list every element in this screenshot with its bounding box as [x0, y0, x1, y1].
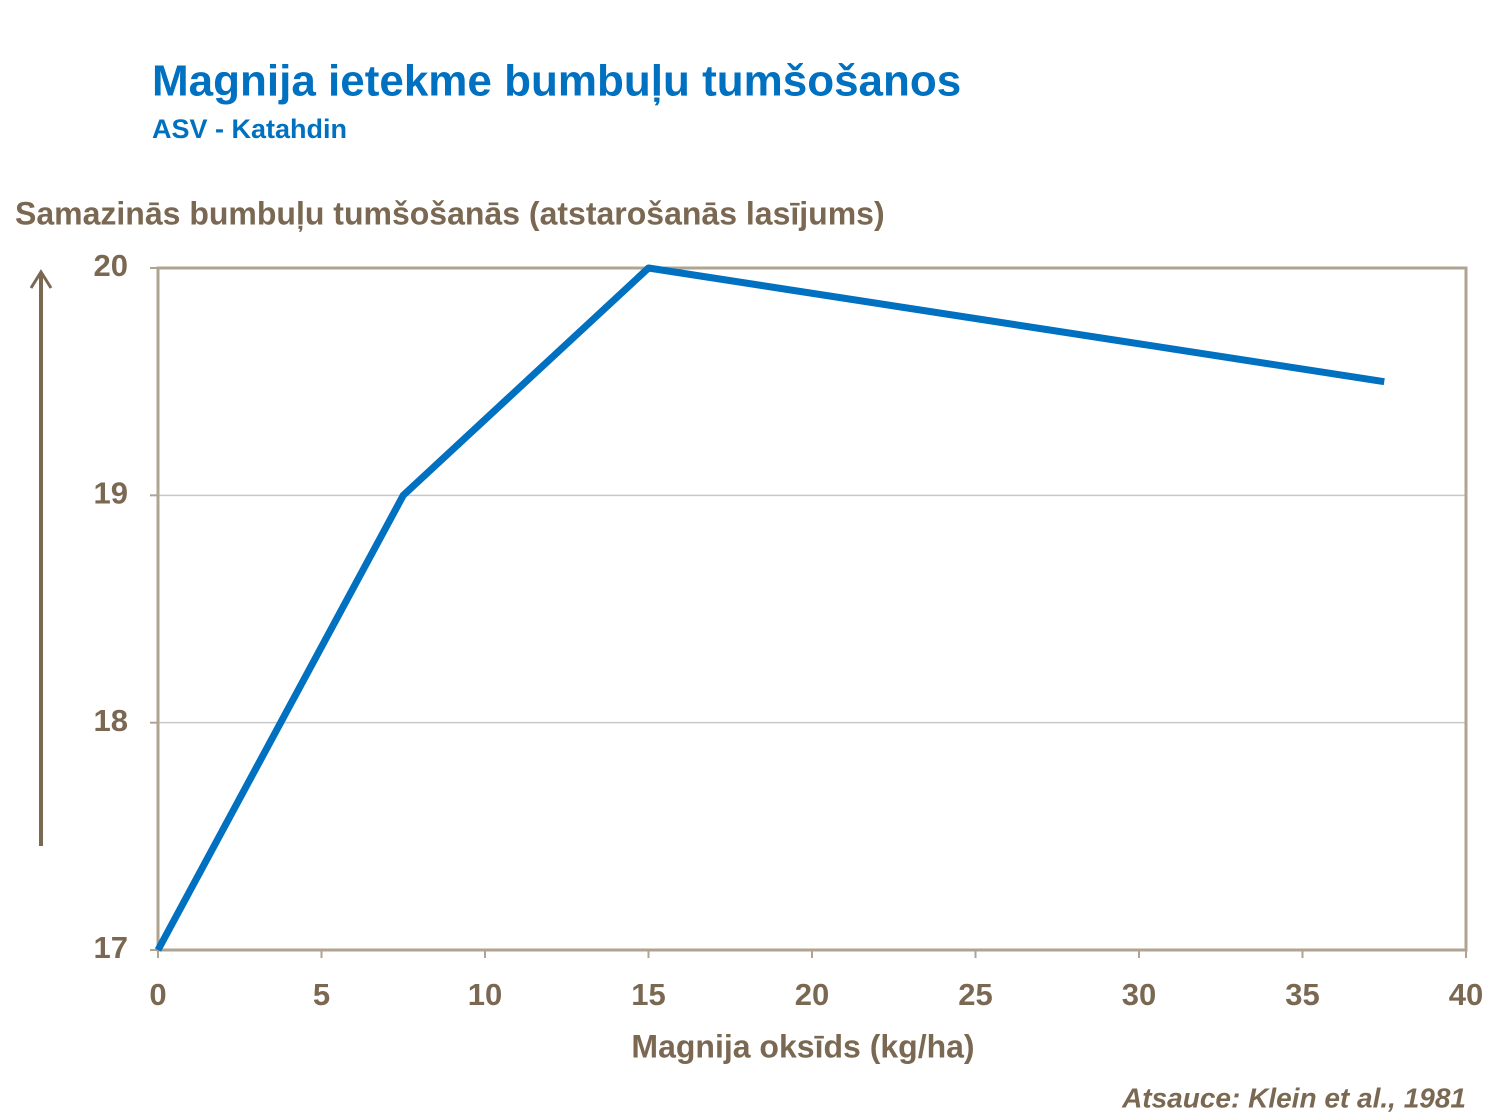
source-note: Atsauce: Klein et al., 1981 [1121, 1082, 1466, 1113]
x-tick-label: 35 [1285, 977, 1319, 1012]
y-tick-label: 18 [94, 703, 128, 738]
data-line [154, 264, 1385, 952]
chart-title: Magnija ietekme bumbuļu tumšošanos [152, 57, 961, 106]
y-tick-label: 19 [94, 476, 128, 511]
x-tick-label: 40 [1449, 977, 1483, 1012]
y-arrow [29, 269, 53, 846]
plot-frame [156, 266, 1468, 952]
y-tick-label: 17 [94, 930, 128, 965]
x-tick-label: 15 [631, 977, 665, 1012]
y-tick-label: 20 [94, 248, 128, 283]
x-tick-label: 20 [795, 977, 829, 1012]
x-tick-label: 30 [1122, 977, 1156, 1012]
x-tick-label: 25 [958, 977, 992, 1012]
x-tick-label: 0 [149, 977, 166, 1012]
x-tick-label: 10 [468, 977, 502, 1012]
y-axis-title: Samazinās bumbuļu tumšošanās (atstarošan… [15, 195, 885, 231]
chart-subtitle: ASV - Katahdin [152, 114, 347, 144]
x-axis-title: Magnija oksīds (kg/ha) [631, 1028, 974, 1064]
x-tick-label: 5 [313, 977, 330, 1012]
